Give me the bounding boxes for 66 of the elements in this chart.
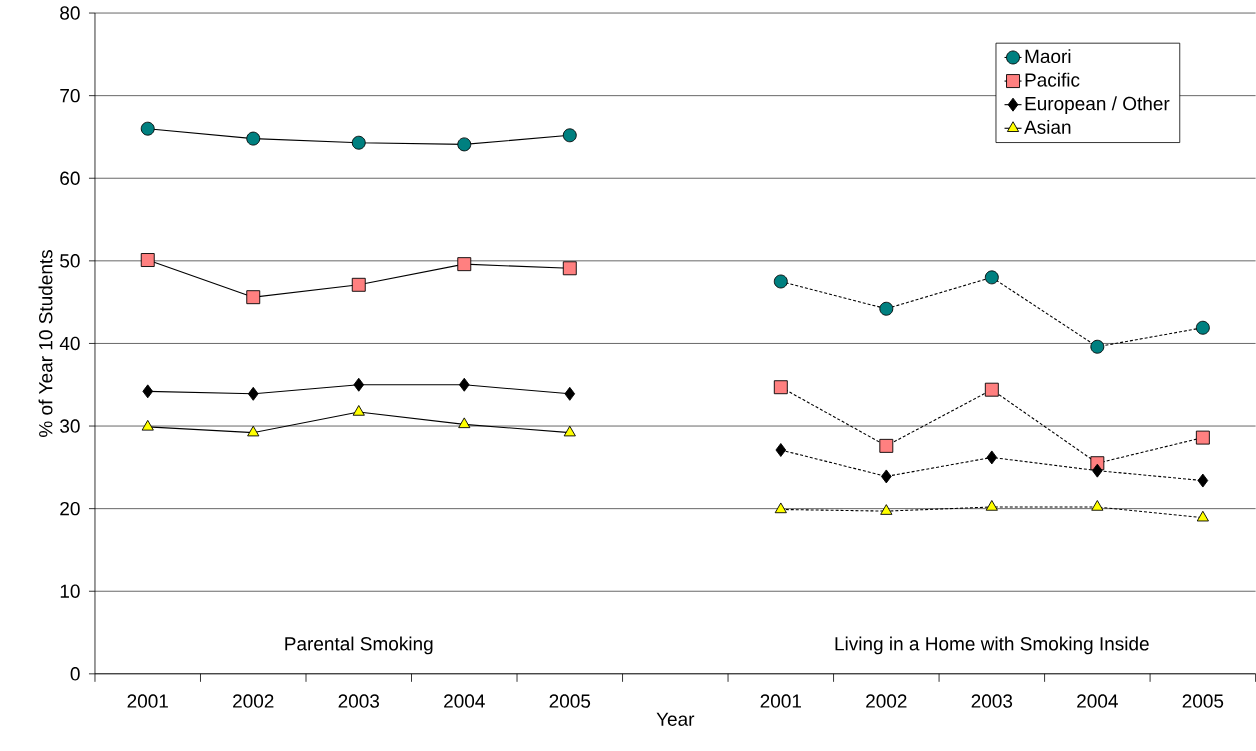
point	[1090, 339, 1105, 354]
x-tick-label: 2004	[444, 694, 485, 708]
y-tick-label: 50	[60, 254, 80, 268]
point	[984, 270, 999, 285]
point	[141, 420, 154, 431]
x-tick-label: 2003	[971, 694, 1013, 708]
point	[140, 121, 155, 136]
point	[351, 135, 366, 150]
point	[458, 377, 470, 392]
legend-label: European / Other	[1025, 96, 1170, 115]
point	[986, 450, 998, 465]
point	[773, 274, 788, 289]
point	[457, 137, 472, 152]
point	[246, 131, 261, 146]
point	[984, 382, 999, 397]
point	[880, 504, 893, 515]
point	[1195, 320, 1210, 335]
point	[985, 500, 998, 511]
point	[1197, 473, 1209, 488]
point	[879, 301, 894, 316]
y-tick-label: 40	[59, 336, 80, 351]
point	[774, 502, 787, 514]
x-tick-label: 2005	[1182, 694, 1224, 708]
point	[775, 443, 787, 458]
x-tick-label: 2001	[760, 694, 801, 708]
point	[880, 469, 892, 484]
y-tick-label: 70	[60, 89, 80, 103]
point	[1196, 510, 1209, 522]
annotation: Living in a Home with Smoking Inside	[835, 636, 1149, 655]
point	[458, 417, 471, 429]
annotation: Parental Smoking	[285, 636, 433, 655]
point	[562, 261, 577, 276]
y-tick-label: 20	[60, 502, 80, 516]
y-tick-label: 80	[60, 6, 80, 20]
x-tick-label: 2002	[233, 694, 274, 708]
legend-label: Maori	[1025, 49, 1071, 64]
point	[1195, 430, 1210, 445]
point	[246, 290, 261, 305]
y-tick-label: 30	[60, 419, 80, 433]
point	[1091, 500, 1104, 511]
point	[247, 425, 260, 437]
legend-label: Asian	[1024, 120, 1071, 134]
x-tick-label: 2005	[549, 694, 591, 708]
y-axis-title: % of Year 10 Students	[38, 250, 53, 438]
point	[562, 128, 577, 143]
point	[351, 277, 366, 292]
point	[247, 386, 259, 401]
legend-label: Pacific	[1025, 72, 1080, 87]
y-tick-label: 60	[60, 171, 80, 186]
point	[1092, 463, 1103, 478]
point	[140, 253, 155, 268]
x-tick-label: 2004	[1077, 694, 1118, 708]
point	[457, 257, 472, 272]
x-tick-label: 2002	[866, 694, 907, 708]
point	[352, 405, 365, 416]
y-tick-label: 0	[70, 667, 80, 681]
y-tick-label: 10	[60, 584, 80, 599]
point	[773, 380, 788, 395]
x-tick-label: 2001	[127, 694, 168, 708]
point	[353, 377, 365, 392]
point	[142, 384, 154, 399]
point	[564, 386, 576, 401]
x-tick-label: 2003	[338, 694, 380, 708]
point	[563, 425, 576, 437]
point	[879, 439, 894, 453]
x-axis-title: Year	[656, 712, 695, 727]
